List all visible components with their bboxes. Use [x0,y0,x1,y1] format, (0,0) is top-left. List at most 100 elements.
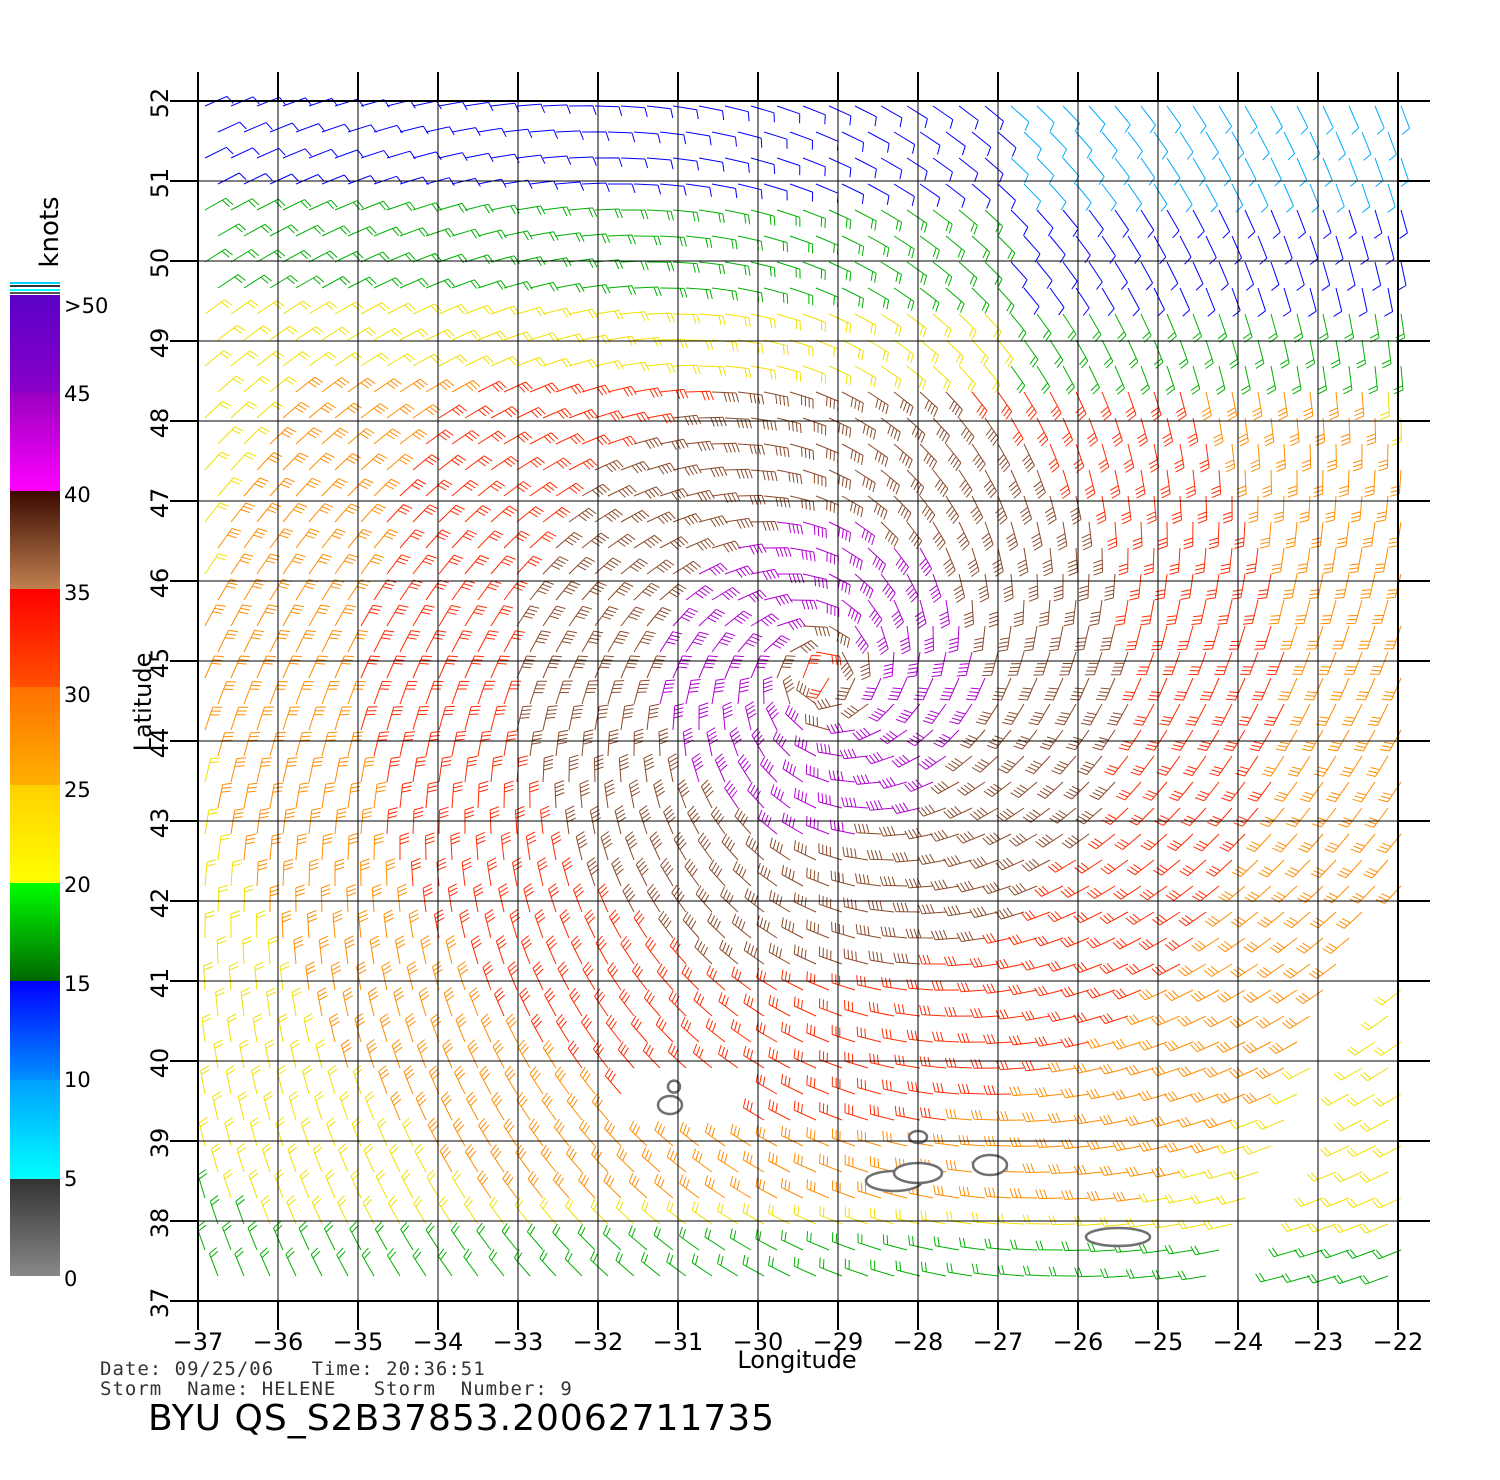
wind-barb-1806 [466,1091,479,1121]
wind-barb-1563 [995,958,1025,970]
wind-barb-251 [685,235,713,249]
wind-barb-137 [1348,157,1359,187]
wind-barb-690 [1211,469,1222,499]
wind-barb-21 [750,105,775,123]
wind-barb-1212 [282,757,298,783]
wind-barb-722 [841,495,864,518]
lat-tick-label: 38 [146,1208,174,1239]
wind-barb-2070 [513,1249,531,1277]
wind-barb-1585 [432,961,443,991]
wind-barb-621 [633,437,663,449]
wind-barb-1815 [819,1101,843,1121]
legend-band-1 [10,1080,60,1179]
wind-barb-1048 [835,677,856,701]
wind-barb-645 [1250,443,1261,473]
wind-barb-773 [956,521,970,551]
wind-barb-371 [1384,287,1394,317]
legend-tick-label: 10 [64,1068,91,1092]
wind-barb-178 [1205,183,1218,213]
wind-barb-1699 [1060,1037,1090,1048]
wind-barb-1933 [426,1169,440,1199]
wind-barb-117 [828,157,852,178]
wind-barb-717 [711,492,741,504]
wind-barb-1428 [1034,885,1064,897]
wind-barb-1853 [654,1121,674,1147]
wind-barb-2096 [1177,1270,1207,1281]
wind-barb-1439 [1323,885,1350,904]
wind-barb-57 [477,127,507,138]
wind-barb-1634 [544,987,557,1017]
wind-barb-714 [633,486,663,499]
wind-barb-936 [360,604,383,627]
wind-barb-625 [737,443,765,455]
wind-barb-310 [1010,261,1028,289]
wind-barb-861 [828,573,851,595]
wind-barb-1778 [907,1081,934,1095]
wind-barb-1921 [1307,1171,1337,1182]
wind-barb-208 [776,209,801,227]
wind-barb-774 [981,521,994,551]
wind-barb-1752 [1281,1067,1311,1080]
wind-barb-1740 [970,1059,999,1069]
wind-barb-1504 [633,910,648,939]
wind-barb-383 [490,305,520,316]
wind-barb-956 [876,625,889,655]
wind-barb-1233 [805,764,830,783]
wind-barb-925 [1268,599,1285,625]
wind-barb-1381 [1021,858,1051,872]
wind-barb-646 [1275,443,1286,472]
wind-barb-1589 [532,961,544,991]
wind-barb-34 [1088,105,1106,133]
wind-barb-1516 [930,929,960,941]
wind-barb-1647 [868,1001,895,1017]
wind-barb-1195 [1024,755,1051,775]
wind-barb-91 [1361,131,1372,161]
wind-barb-1521 [1060,936,1090,948]
wind-barb-789 [1362,521,1376,548]
wind-barb-754 [464,505,492,523]
wind-barb-1189 [865,752,895,765]
wind-barb-478 [542,357,572,368]
wind-barb-1773 [780,1073,804,1095]
wind-barb-964 [1074,625,1090,651]
wind-barb-370 [1358,287,1368,317]
wind-barb-1258 [269,782,284,809]
wind-barb-1534 [267,935,278,965]
wind-barb-2066 [412,1248,427,1277]
wind-barb-731 [1070,495,1082,525]
wind-barb-1409 [561,857,573,887]
wind-barb-1362 [550,831,562,861]
wind-barb-1538 [369,935,381,965]
wind-barb-19 [698,105,725,121]
wind-barb-752 [412,504,439,523]
wind-barb-81 [1101,131,1118,159]
wind-barb-1680 [580,1014,596,1043]
wind-barb-2046 [1035,1240,1064,1251]
wind-barb-597 [1213,417,1224,447]
wind-barb-2087 [946,1262,973,1277]
wind-barb-934 [308,604,331,627]
wind-barb-2080 [768,1255,791,1277]
wind-barb-215 [958,209,978,235]
wind-barb-1620 [1373,989,1402,1006]
wind-barb-2101 [1359,1275,1389,1285]
wind-barb-647 [1301,443,1312,472]
wind-barb-1241 [1010,781,1038,799]
wind-barb-1535 [293,935,304,965]
wind-barb-1547 [595,935,609,965]
wind-barb-541 [971,391,988,419]
wind-barb-1817 [869,1104,895,1121]
wind-barb-1948 [806,1179,830,1199]
wind-barb-248 [607,234,636,245]
wind-barb-1177 [581,729,594,757]
wind-barb-1612 [1112,988,1142,1000]
wind-barb-1666 [227,1013,237,1043]
wind-barb-1893 [540,1144,557,1173]
wind-barb-1617 [1242,989,1272,1004]
wind-barb-1062 [1199,677,1220,701]
wind-barb-1571 [1203,963,1233,977]
wind-barb-1205 [1287,755,1311,777]
wind-barb-1489 [256,910,266,939]
wind-barb-632 [919,443,938,470]
wind-barb-1649 [919,1005,947,1017]
